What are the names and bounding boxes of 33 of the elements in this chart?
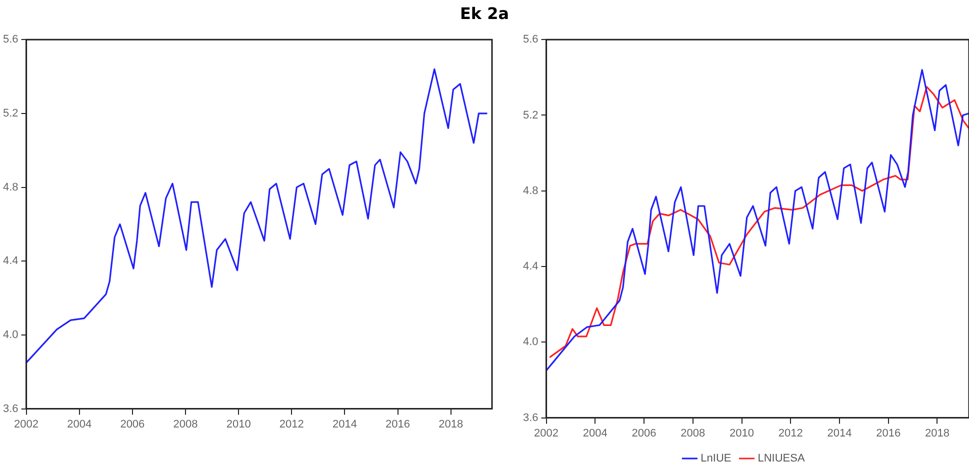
x-tick-label: 2012 <box>279 418 304 430</box>
x-tick-label: 2010 <box>226 418 251 430</box>
x-tick-label: 2006 <box>120 418 145 430</box>
legend-label: LNIUESA <box>758 452 806 465</box>
y-tick-label: 4.4 <box>522 260 538 273</box>
x-tick-label: 2006 <box>632 427 656 440</box>
y-tick-label: 5.6 <box>522 34 538 46</box>
x-tick-label: 2002 <box>14 418 39 430</box>
y-tick-label: 5.2 <box>522 109 538 122</box>
y-tick-label: 3.6 <box>522 412 538 424</box>
x-tick-label: 2016 <box>876 427 901 440</box>
y-tick-label: 4.0 <box>2 328 18 341</box>
y-tick-label: 5.6 <box>2 34 18 46</box>
x-tick-label: 2004 <box>582 427 608 440</box>
chart-title: Ek 2a <box>458 4 510 23</box>
x-tick-label: 2016 <box>386 418 410 430</box>
y-tick-label: 4.4 <box>2 255 18 268</box>
x-tick-label: 2018 <box>438 418 464 430</box>
legend-label: LnIUE <box>700 452 732 465</box>
x-tick-label: 2008 <box>173 418 198 430</box>
x-tick-label: 2018 <box>924 427 950 440</box>
y-tick-label: 3.6 <box>2 402 18 415</box>
x-tick-label: 2008 <box>680 427 706 440</box>
y-tick-label: 4.8 <box>2 181 18 194</box>
x-tick-label: 2012 <box>778 427 803 440</box>
y-tick-label: 4.8 <box>522 184 538 197</box>
x-tick-label: 2004 <box>67 418 92 430</box>
y-tick-label: 5.2 <box>2 107 18 120</box>
y-tick-label: 4.0 <box>522 336 538 348</box>
x-tick-label: 2014 <box>827 427 852 440</box>
x-tick-label: 2002 <box>534 427 559 440</box>
x-tick-label: 2014 <box>332 418 357 430</box>
x-tick-label: 2010 <box>730 427 754 440</box>
